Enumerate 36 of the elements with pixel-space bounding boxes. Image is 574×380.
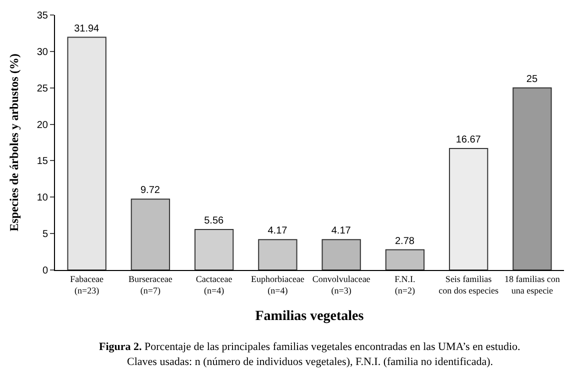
x-tick-label: Cactaceae (n=4) [196,274,232,296]
data-label: 16.67 [456,134,482,146]
data-label: 4.17 [331,226,352,237]
data-label: 9.72 [140,185,160,196]
bar [258,239,298,270]
bar [130,198,170,270]
x-axis-title: Familias vegetales [255,308,364,324]
x-tick-label: F.N.I. (n=2) [394,274,416,296]
y-tick-label: 0 [42,266,48,276]
data-label: 31.94 [74,23,100,34]
x-tick-label: 18 familias con una especie [504,274,560,296]
bar [67,36,106,270]
data-label: 2.78 [394,236,415,247]
bar [448,148,488,270]
bar [194,228,234,270]
bar [512,87,552,270]
y-tick-label: 15 [36,156,48,168]
data-label: 4.17 [268,226,288,237]
y-axis-title: Especies de árboles y arbustos (%) [7,54,22,232]
x-tick-label: Seis familias con dos especies [438,274,500,296]
x-tick-label: Fabaceae (n=23) [70,274,104,296]
x-tick-label: Euphorbiaceae (n=4) [250,274,304,296]
bar [322,239,361,270]
x-tick-label: Burseraceae (n=7) [128,274,172,296]
data-label: 5.56 [204,215,224,226]
y-tick-label: 30 [36,46,48,58]
bar [385,249,425,270]
y-tick-label: 35 [36,10,48,22]
y-tick-label: 5 [42,229,48,240]
y-tick-label: 25 [36,83,48,94]
y-tick-label: 10 [36,192,48,204]
x-tick-label: Convolvulaceae (n=3) [312,274,370,296]
text: Figura 2. Porcentaje de las principales familias vegetales encontradas en las UMA’s en estudio. [99,341,520,353]
data-label: 25 [526,74,538,85]
y-tick-label: 20 [36,120,48,131]
text: Claves usadas: n (número de individuos vegetales), F.N.I. (familia no identificada). [127,356,494,368]
